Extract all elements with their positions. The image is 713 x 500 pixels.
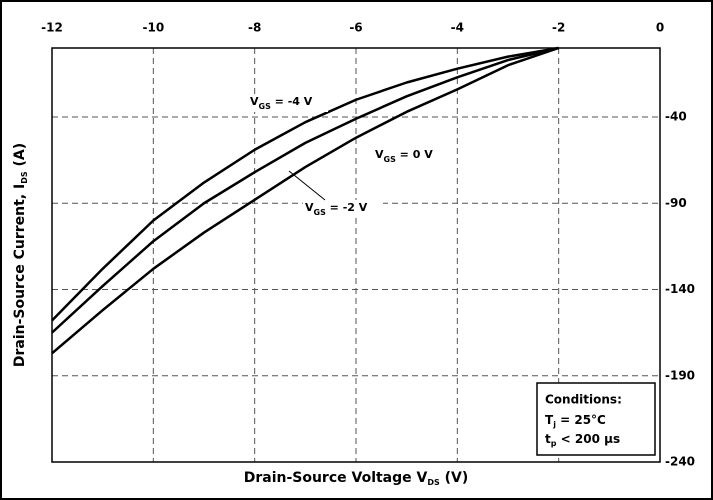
y-tick-label: -140 bbox=[665, 282, 695, 296]
x-axis-label-main: Drain-Source Voltage V bbox=[244, 470, 428, 486]
series-label: VGS = 0 V bbox=[375, 148, 433, 164]
y-axis-label-main: Drain-Source Current, I bbox=[12, 184, 28, 367]
conditions-line-main: T bbox=[545, 413, 554, 427]
conditions-title: Conditions: bbox=[545, 393, 622, 407]
conditions-line-rest: < 200 µs bbox=[556, 432, 620, 446]
conditions-line-sub: p bbox=[551, 439, 557, 448]
series-label-rest: = -2 V bbox=[326, 201, 368, 214]
y-tick-label: -240 bbox=[665, 455, 695, 469]
conditions-line-sub: j bbox=[552, 420, 556, 429]
x-tick-label: -12 bbox=[41, 21, 63, 35]
x-tick-label: -2 bbox=[552, 21, 565, 35]
y-axis-label: Drain-Source Current, IDS (A) bbox=[12, 143, 29, 367]
conditions-box bbox=[536, 382, 656, 456]
x-tick-label: -10 bbox=[142, 21, 164, 35]
label-arrow bbox=[288, 170, 326, 201]
data-line bbox=[51, 46, 560, 355]
data-line bbox=[51, 46, 559, 334]
series-label: VGS = -4 V bbox=[250, 95, 313, 111]
series-label-rest: = -4 V bbox=[271, 95, 313, 108]
label-background bbox=[373, 147, 453, 165]
conditions-line-main: t bbox=[545, 432, 551, 446]
conditions-line: Tj = 25°C bbox=[545, 413, 606, 429]
y-axis-label-sub: DS bbox=[20, 171, 29, 184]
x-axis-label: Drain-Source Voltage VDS (V) bbox=[244, 470, 469, 487]
y-tick-label: -90 bbox=[665, 196, 687, 210]
series-label-sub: GS bbox=[314, 208, 327, 217]
label-background bbox=[303, 200, 383, 218]
data-line bbox=[51, 46, 559, 322]
plot-frame bbox=[51, 47, 661, 463]
x-tick-label: -6 bbox=[349, 21, 362, 35]
y-tick-label: -190 bbox=[665, 368, 695, 382]
series-label-main: V bbox=[375, 148, 384, 161]
series-label-sub: GS bbox=[384, 155, 397, 164]
x-tick-label: -8 bbox=[248, 21, 261, 35]
series-label-rest: = 0 V bbox=[396, 148, 433, 161]
x-axis-label-rest: (V) bbox=[440, 470, 469, 486]
conditions-line-rest: = 25°C bbox=[556, 413, 606, 427]
y-tick-label: -40 bbox=[665, 110, 687, 124]
series-label: VGS = -2 V bbox=[305, 201, 368, 217]
y-axis-label-rest: (A) bbox=[12, 143, 28, 172]
series-label-main: V bbox=[305, 201, 314, 214]
label-background bbox=[248, 94, 328, 112]
conditions-line: tp < 200 µs bbox=[545, 432, 620, 448]
series-label-sub: GS bbox=[259, 102, 272, 111]
series-label-main: V bbox=[250, 95, 259, 108]
x-axis-label-sub: DS bbox=[427, 478, 440, 487]
x-tick-label: -4 bbox=[451, 21, 464, 35]
x-tick-label: 0 bbox=[656, 21, 664, 35]
